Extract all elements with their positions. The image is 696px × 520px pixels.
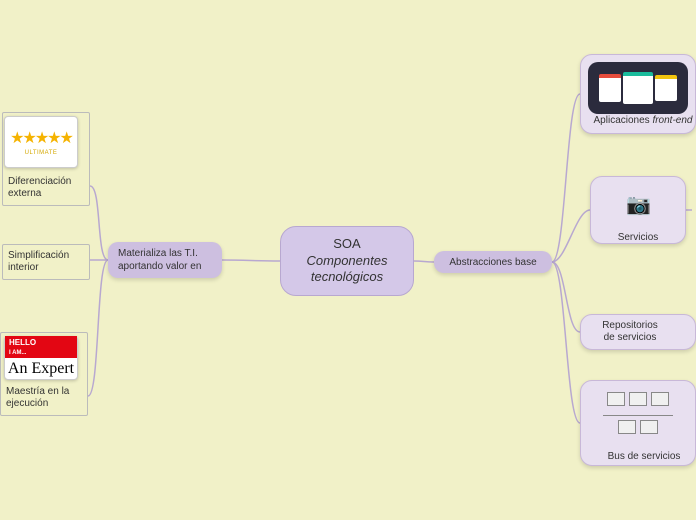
branch-right-label: Abstracciones base xyxy=(449,256,536,269)
right-child-label-3: Bus de servicios xyxy=(594,451,694,463)
right-child-label-2: Repositoriosde servicios xyxy=(590,320,670,344)
hello-mid: An Expert xyxy=(8,358,74,380)
left-child-label-2: Maestría en laejecución xyxy=(6,386,80,410)
bus-icon xyxy=(594,390,682,441)
center-node: SOAComponentestecnológicos xyxy=(280,226,414,296)
right-child-label-1: Servicios xyxy=(608,232,668,244)
branch-left-l1: Materializa las T.I. xyxy=(118,247,198,260)
branch-right: Abstracciones base xyxy=(434,251,552,273)
branch-left-l2: aportando valor en xyxy=(118,260,201,273)
center-sub1: Componentes xyxy=(307,253,388,270)
stars-label: ULTIMATE xyxy=(25,150,58,156)
hello-top: HELLOI AM... xyxy=(5,336,77,358)
camera-icon: 📷 xyxy=(626,192,651,217)
apps-icon xyxy=(588,62,688,114)
stars-icon: ★★★★★ xyxy=(10,128,72,148)
left-child-label-1: Simplificacióninterior xyxy=(8,250,82,274)
right-child-label-0: Aplicaciones front-end xyxy=(590,115,696,127)
left-card-0: ★★★★★ ULTIMATE xyxy=(4,116,78,168)
branch-left: Materializa las T.I.aportando valor en xyxy=(108,242,222,278)
center-title: SOA xyxy=(333,236,360,253)
center-sub2: tecnológicos xyxy=(311,269,383,286)
left-child-label-0: Diferenciaciónexterna xyxy=(8,176,82,200)
left-card-2: HELLOI AM...An Expert xyxy=(4,336,78,380)
